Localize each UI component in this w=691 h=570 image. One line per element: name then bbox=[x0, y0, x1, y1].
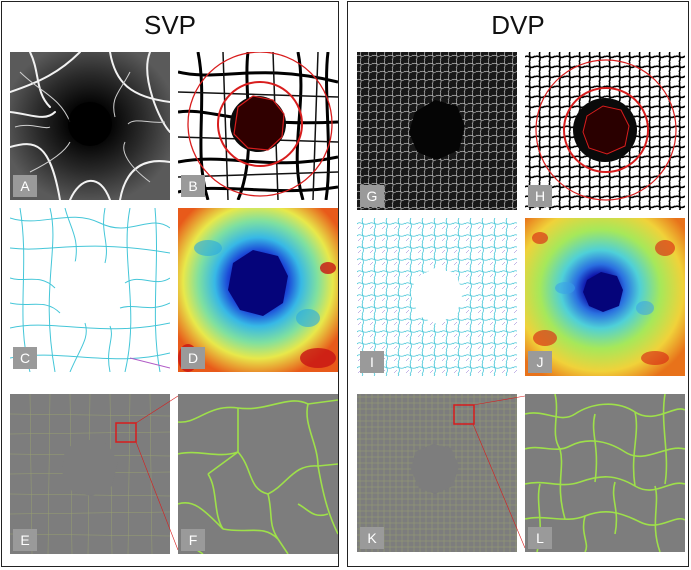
tile-d-label: D bbox=[181, 347, 205, 369]
tile-b-label: B bbox=[181, 175, 205, 197]
tile-d-density-heatmap: D bbox=[178, 208, 338, 372]
tile-f-zoomed-skeleton: F bbox=[178, 394, 338, 554]
svp-panel-group: SVP A bbox=[1, 1, 339, 567]
svp-title: SVP bbox=[143, 10, 197, 40]
tile-b-binarized-with-rings: B bbox=[178, 52, 338, 200]
dvp-panel-group: DVP G bbox=[347, 1, 689, 567]
tile-f-label: F bbox=[181, 529, 205, 551]
tile-e-label: E bbox=[13, 529, 37, 551]
tile-g-label: G bbox=[360, 185, 384, 207]
tile-h-label: H bbox=[528, 185, 552, 207]
tile-e-overlay-gray: E bbox=[10, 394, 170, 554]
tile-a-angiogram: A bbox=[10, 52, 170, 200]
tile-c-label: C bbox=[13, 347, 37, 369]
dvp-zoom-connector bbox=[472, 395, 526, 549]
tile-k-overlay-gray: K bbox=[357, 394, 517, 552]
tile-l-label: L bbox=[528, 527, 552, 549]
tile-g-angiogram: G bbox=[357, 52, 517, 210]
dvp-title: DVP bbox=[491, 10, 545, 40]
tile-h-binarized-with-rings: H bbox=[525, 52, 685, 210]
tile-i-label: I bbox=[360, 351, 384, 373]
tile-k-label: K bbox=[360, 527, 384, 549]
tile-l-zoomed-skeleton: L bbox=[525, 394, 685, 552]
tile-a-label: A bbox=[13, 175, 37, 197]
tile-j-density-heatmap: J bbox=[525, 218, 685, 376]
tile-j-label: J bbox=[528, 351, 552, 373]
svp-zoom-connector bbox=[135, 395, 179, 551]
tile-c-skeleton-map: C bbox=[10, 208, 170, 372]
tile-i-skeleton-map: I bbox=[357, 218, 517, 376]
